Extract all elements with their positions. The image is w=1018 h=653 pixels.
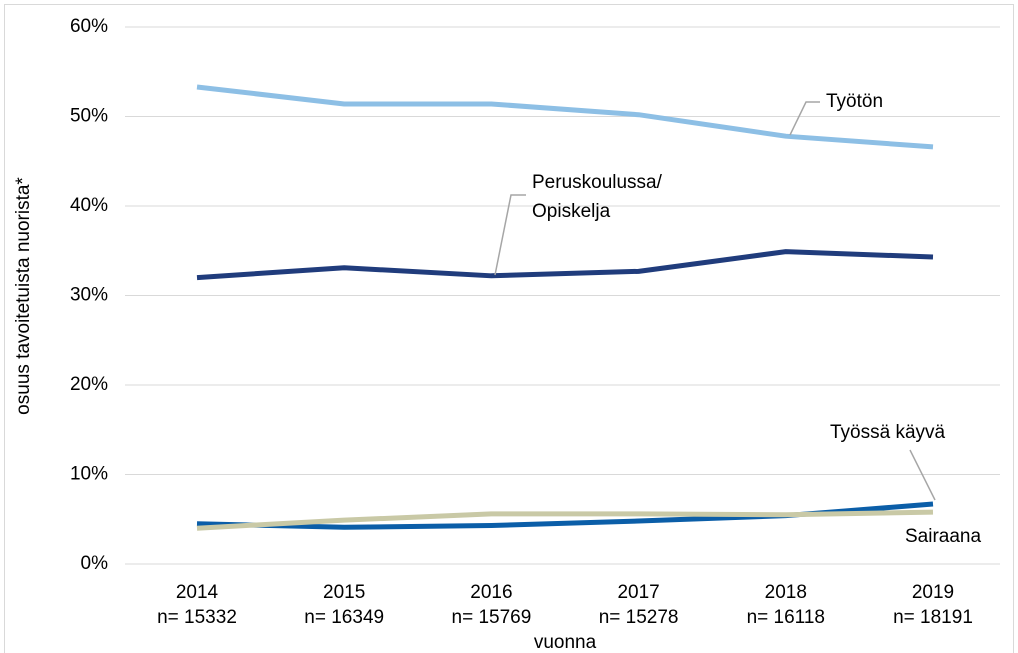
series-label-line: Työssä käyvä [830, 422, 946, 443]
y-tick-label: 0% [81, 553, 109, 574]
x-tick-count: n= 15332 [157, 607, 237, 628]
series-label-line: Opiskelja [532, 201, 611, 222]
x-tick-label: 2016 [470, 582, 512, 603]
series-label-line: Työtön [826, 91, 883, 112]
leader-line [494, 194, 526, 276]
series-label: Työssä käyvä [830, 422, 946, 443]
series-label: Sairaana [905, 526, 981, 547]
x-tick-count: n= 18191 [893, 607, 973, 628]
series-label: Työtön [826, 91, 883, 112]
x-tick-label: 2017 [617, 582, 659, 603]
leader-line [789, 101, 820, 136]
y-tick-label: 60% [70, 16, 108, 37]
x-tick-count: n= 15769 [452, 607, 532, 628]
series-line [196, 249, 934, 281]
x-axis-label: vuonna [534, 632, 597, 653]
x-tick-count: n= 16118 [747, 607, 825, 628]
x-tick-count: n= 15278 [599, 607, 679, 628]
leader-line [909, 449, 936, 501]
y-axis-label: osuus tavoitetuista nuorista* [13, 177, 34, 415]
series-line [196, 84, 934, 150]
x-tick-label: 2015 [323, 582, 365, 603]
series-line [196, 509, 934, 531]
y-tick-label: 30% [70, 285, 108, 306]
x-tick-count: n= 16349 [304, 607, 384, 628]
x-tick-label: 2018 [765, 582, 807, 603]
y-tick-label: 10% [70, 464, 108, 485]
y-tick-label: 40% [70, 195, 108, 216]
x-tick-label: 2014 [176, 582, 219, 603]
y-tick-label: 50% [70, 106, 108, 127]
series-label-line: Peruskoulussa/ [532, 172, 663, 193]
series-label: Peruskoulussa/Opiskelja [532, 172, 663, 222]
y-tick-label: 20% [70, 374, 108, 395]
series-label-line: Sairaana [905, 526, 981, 547]
x-tick-label: 2019 [912, 582, 954, 603]
frame [4, 4, 1014, 653]
